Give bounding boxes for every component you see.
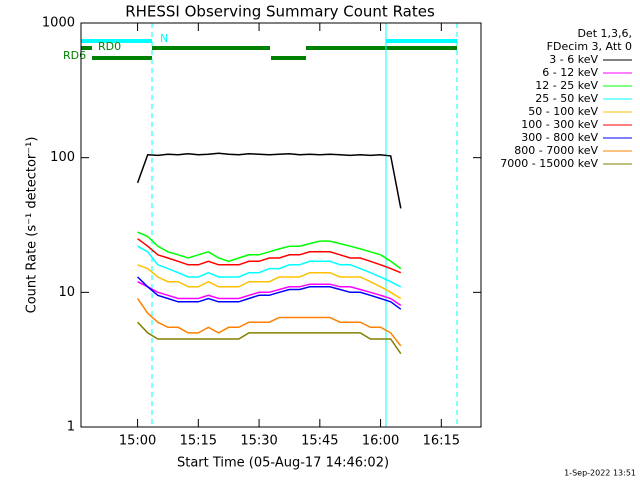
series-line [137, 276, 402, 310]
series-line [137, 245, 402, 288]
plot-frame [80, 22, 482, 428]
y-tick-label: 100 [50, 150, 75, 165]
x-tick-label: 15:45 [301, 434, 338, 449]
series-line [136, 152, 402, 209]
series-line [137, 231, 402, 270]
series-line [137, 238, 402, 274]
status-label: RD0 [98, 40, 121, 53]
status-label: RD6 [63, 49, 86, 62]
x-tick-label: 16:00 [362, 434, 399, 449]
legend-label: 7000 - 15000 keV [500, 157, 598, 170]
series-line [137, 264, 402, 300]
x-tick-label: 15:30 [240, 434, 277, 449]
y-axis-label: Count Rate (s⁻¹ detector⁻¹) [25, 137, 40, 314]
legend-header: FDecim 3, Att 0 [547, 40, 632, 53]
legend-header: Det 1,3,6, [577, 27, 632, 40]
y-tick-label: 1 [67, 420, 75, 435]
status-bars: N RD0 RD6 [63, 23, 458, 427]
legend-label: 12 - 25 keV [535, 79, 598, 92]
legend-label: 50 - 100 keV [528, 105, 598, 118]
series-line [137, 281, 402, 307]
footer: 1-Sep-2022 13:51 [564, 469, 636, 478]
legend-label: 3 - 6 keV [549, 53, 598, 66]
legend-label: 6 - 12 keV [542, 66, 598, 79]
series-line [136, 298, 402, 347]
x-tick-label: 15:15 [180, 434, 217, 449]
chart-title: RHESSI Observing Summary Count Rates [125, 3, 435, 21]
legend-label: 25 - 50 keV [535, 92, 598, 105]
y-tick-label: 1000 [42, 16, 75, 31]
series-line [137, 321, 402, 355]
legend-label: 800 - 7000 keV [514, 144, 598, 157]
status-label: N [160, 32, 168, 45]
x-tick-label: 16:15 [423, 434, 460, 449]
x-axis-label: Start Time (05-Aug-17 14:46:02) [177, 456, 389, 471]
legend-label: 300 - 800 keV [521, 131, 598, 144]
x-tick-label: 15:00 [119, 434, 156, 449]
legend-label: 100 - 300 keV [521, 118, 598, 131]
y-tick-label: 10 [58, 285, 75, 300]
